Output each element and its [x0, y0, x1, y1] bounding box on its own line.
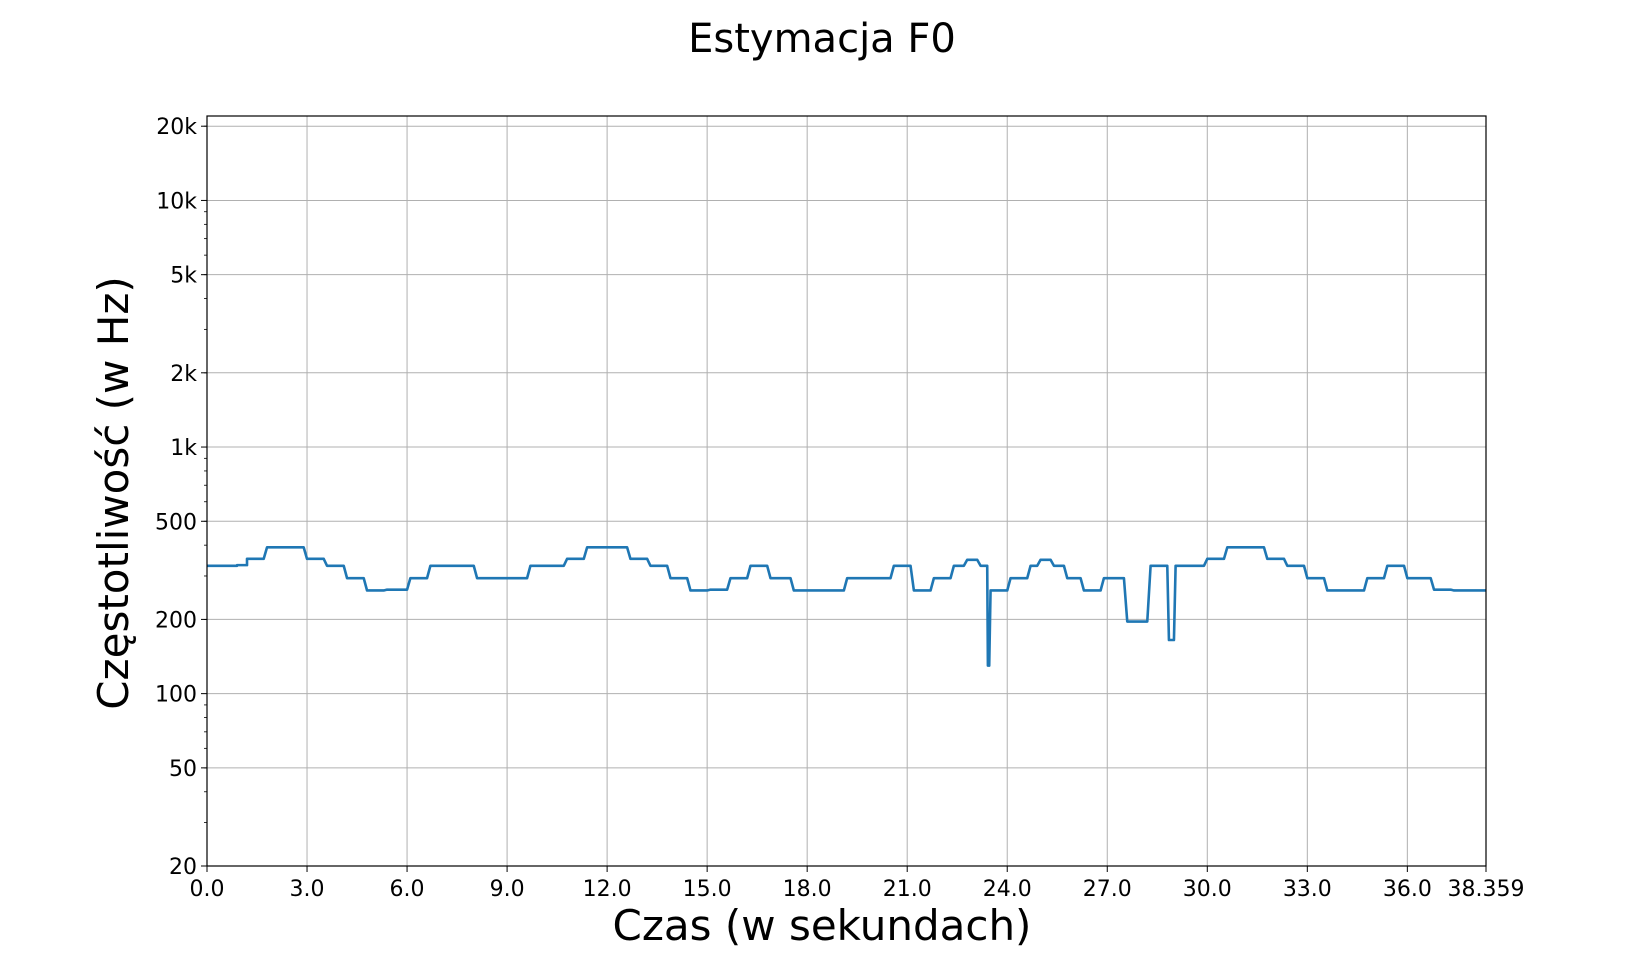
chart-title: Estymacja F0 — [688, 16, 956, 62]
x-tick-label: 38.359 — [1448, 877, 1525, 902]
x-tick-label: 36.0 — [1383, 877, 1432, 902]
y-axis-label: Częstotliwość (w Hz) — [89, 276, 138, 710]
x-tick-label: 0.0 — [190, 877, 225, 902]
y-tick-label: 50 — [169, 757, 197, 782]
x-tick-label: 33.0 — [1283, 877, 1332, 902]
x-tick-label: 9.0 — [490, 877, 525, 902]
grid-lines — [206, 116, 1487, 867]
x-tick-label: 15.0 — [683, 877, 732, 902]
plot-frame — [206, 115, 1487, 867]
x-tick-label: 3.0 — [290, 877, 325, 902]
x-tick-label: 12.0 — [583, 877, 632, 902]
y-tick-label: 10k — [156, 189, 197, 214]
y-tick-label: 100 — [155, 683, 197, 708]
y-tick-label: 2k — [170, 362, 197, 387]
y-tick-label: 1k — [170, 436, 197, 461]
f0-series-line — [207, 546, 1486, 667]
y-tick-label: 20 — [169, 855, 197, 880]
x-axis-label: Czas (w sekundach) — [613, 901, 1032, 950]
x-tick-label: 24.0 — [983, 877, 1032, 902]
x-tick-label: 21.0 — [883, 877, 932, 902]
x-tick-label: 27.0 — [1083, 877, 1132, 902]
y-tick-label: 500 — [155, 510, 197, 535]
x-tick-label: 18.0 — [783, 877, 832, 902]
axis-ticks: 0.0 3.0 6.0 9.0 12.0 15.0 18.0 21.0 24.0 27.0 30.0… — [155, 115, 1524, 902]
series-layer — [207, 546, 1486, 667]
x-tick-label: 30.0 — [1183, 877, 1232, 902]
y-tick-label: 200 — [155, 608, 197, 633]
y-tick-label: 20k — [156, 115, 197, 140]
y-tick-label: 5k — [170, 264, 197, 289]
x-tick-label: 6.0 — [390, 877, 425, 902]
